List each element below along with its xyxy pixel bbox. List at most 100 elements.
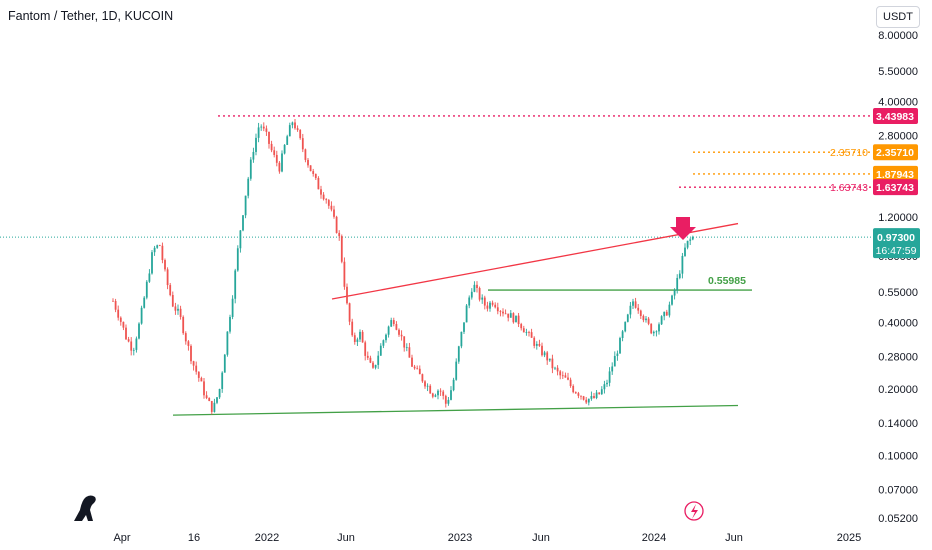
- candle-body: [351, 321, 354, 336]
- candle-body: [255, 137, 257, 152]
- candle-body: [145, 281, 148, 298]
- y-tick-label: 0.20000: [878, 384, 918, 396]
- candle-body: [226, 331, 229, 355]
- candle-body: [585, 399, 588, 403]
- candle-body: [535, 343, 538, 346]
- candle-body: [499, 311, 502, 313]
- candle-body: [114, 301, 117, 310]
- candle-body: [244, 195, 247, 216]
- x-tick-label: 16: [188, 532, 200, 544]
- candle-body: [127, 339, 130, 342]
- candle-body: [470, 291, 473, 298]
- candle-body: [429, 385, 432, 394]
- candle-body: [626, 314, 629, 322]
- candle-body: [200, 377, 203, 382]
- candle-body: [346, 286, 348, 304]
- candle-body: [548, 358, 551, 361]
- candle-body: [275, 154, 278, 163]
- candle-body: [190, 345, 192, 362]
- candle-body: [374, 364, 377, 368]
- candle-body: [650, 323, 653, 334]
- candle-body: [517, 315, 520, 325]
- currency-button[interactable]: USDT: [876, 6, 920, 28]
- candle-body: [205, 395, 208, 399]
- candle-body: [343, 261, 346, 287]
- candle-body: [366, 355, 369, 358]
- candle-body: [413, 366, 416, 369]
- candle-body: [634, 301, 637, 308]
- candle-body: [260, 126, 263, 128]
- candle-body: [385, 334, 387, 341]
- candle-body: [447, 399, 450, 404]
- candle-body: [551, 358, 554, 369]
- candle-body: [364, 342, 367, 356]
- candle-body: [304, 149, 307, 160]
- candle-body: [473, 284, 476, 292]
- candle-body: [637, 307, 640, 311]
- candle-body: [522, 328, 525, 333]
- candle-body: [671, 295, 673, 305]
- candle-body: [273, 150, 276, 155]
- candle-body: [398, 329, 400, 335]
- candle-body: [668, 304, 671, 316]
- candle-body: [564, 375, 567, 378]
- candle-body: [582, 396, 585, 400]
- candle-body: [242, 215, 244, 231]
- y-tick-label: 1.20000: [878, 212, 918, 224]
- candle-body: [460, 331, 463, 347]
- candle-body: [512, 313, 515, 323]
- candle-body: [574, 392, 577, 394]
- candle-body: [314, 173, 317, 179]
- candle-body: [603, 384, 606, 390]
- candle-body: [684, 247, 686, 256]
- candle-body: [122, 321, 125, 328]
- y-tick-label: 0.05200: [878, 513, 918, 525]
- candle-body: [642, 315, 645, 321]
- candle-body: [286, 136, 289, 145]
- candle-body: [177, 308, 179, 311]
- candle-body: [554, 367, 556, 369]
- candle-body: [320, 189, 322, 195]
- candle-body: [494, 304, 497, 308]
- candle-body: [528, 332, 530, 333]
- candle-body: [434, 395, 437, 397]
- candle-body: [296, 128, 299, 130]
- y-tick-label: 4.00000: [878, 96, 918, 108]
- candle-body: [203, 381, 205, 396]
- candle-body: [294, 122, 296, 129]
- candle-body: [348, 303, 351, 322]
- x-tick-label: Jun: [337, 532, 355, 544]
- candle-body: [372, 362, 374, 368]
- candle-body: [223, 354, 226, 373]
- candle-body: [660, 316, 663, 325]
- x-tick-label: 2022: [255, 532, 279, 544]
- level-price-tag: [873, 144, 918, 161]
- candle-body: [468, 297, 471, 306]
- y-tick-label: 0.40000: [878, 317, 918, 329]
- candle-body: [483, 297, 486, 306]
- candle-body: [621, 331, 624, 339]
- candle-body: [455, 361, 458, 380]
- candle-body: [665, 311, 668, 316]
- candle-body: [356, 339, 359, 342]
- candle-body: [148, 273, 151, 282]
- candle-body: [426, 385, 429, 387]
- candle-body: [327, 200, 330, 206]
- candle-body: [265, 128, 268, 132]
- candle-body: [418, 368, 421, 375]
- candle-body: [444, 395, 447, 404]
- candle-body: [663, 311, 666, 317]
- candle-body: [257, 127, 260, 138]
- candle-body: [645, 318, 647, 321]
- candle-body: [507, 313, 510, 318]
- candle-body: [559, 371, 562, 376]
- candle-body: [195, 365, 198, 372]
- level-price-tag: [873, 179, 918, 196]
- candle-body: [184, 333, 187, 342]
- candle-body: [171, 295, 174, 307]
- candle-body: [629, 305, 632, 315]
- candle-body: [546, 352, 549, 361]
- annotation-label: 1.63743: [830, 182, 868, 194]
- candle-body: [590, 396, 593, 399]
